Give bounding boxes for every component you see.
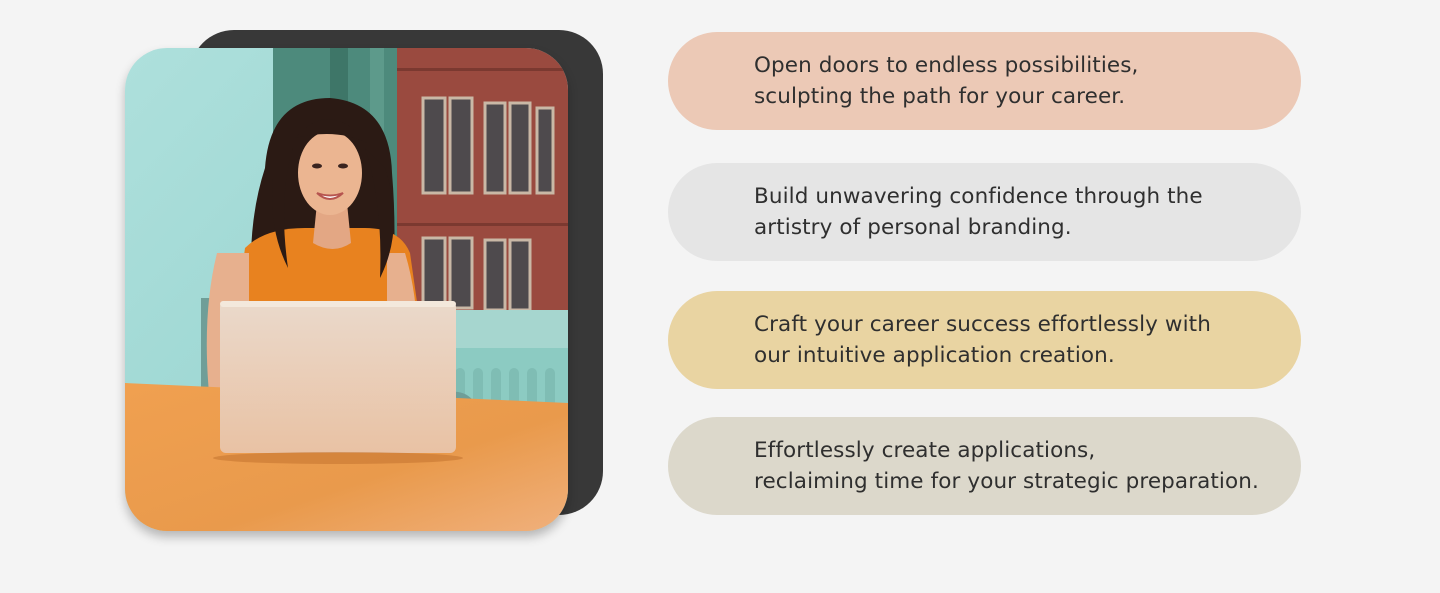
feature-line: artistry of personal branding. bbox=[754, 215, 1072, 240]
feature-text: Craft your career success effortlessly w… bbox=[754, 309, 1211, 371]
feature-line: Craft your career success effortlessly w… bbox=[754, 312, 1211, 337]
hero-image-frame bbox=[125, 30, 605, 535]
feature-card-career-path: Open doors to endless possibilities, scu… bbox=[668, 32, 1301, 130]
feature-text: Open doors to endless possibilities, scu… bbox=[754, 50, 1138, 112]
hero-photo bbox=[125, 48, 568, 531]
feature-text: Build unwavering confidence through the … bbox=[754, 181, 1203, 243]
feature-card-personal-branding: Build unwavering confidence through the … bbox=[668, 163, 1301, 261]
feature-line: reclaiming time for your strategic prepa… bbox=[754, 469, 1259, 494]
feature-line: Open doors to endless possibilities, bbox=[754, 53, 1139, 78]
feature-line: our intuitive application creation. bbox=[754, 343, 1115, 368]
feature-card-time-saving: Effortlessly create applications, reclai… bbox=[668, 417, 1301, 515]
feature-card-application-creation: Craft your career success effortlessly w… bbox=[668, 291, 1301, 389]
feature-text: Effortlessly create applications, reclai… bbox=[754, 435, 1259, 497]
feature-line: sculpting the path for your career. bbox=[754, 84, 1126, 109]
feature-line: Build unwavering confidence through the bbox=[754, 184, 1203, 209]
feature-line: Effortlessly create applications, bbox=[754, 438, 1096, 463]
